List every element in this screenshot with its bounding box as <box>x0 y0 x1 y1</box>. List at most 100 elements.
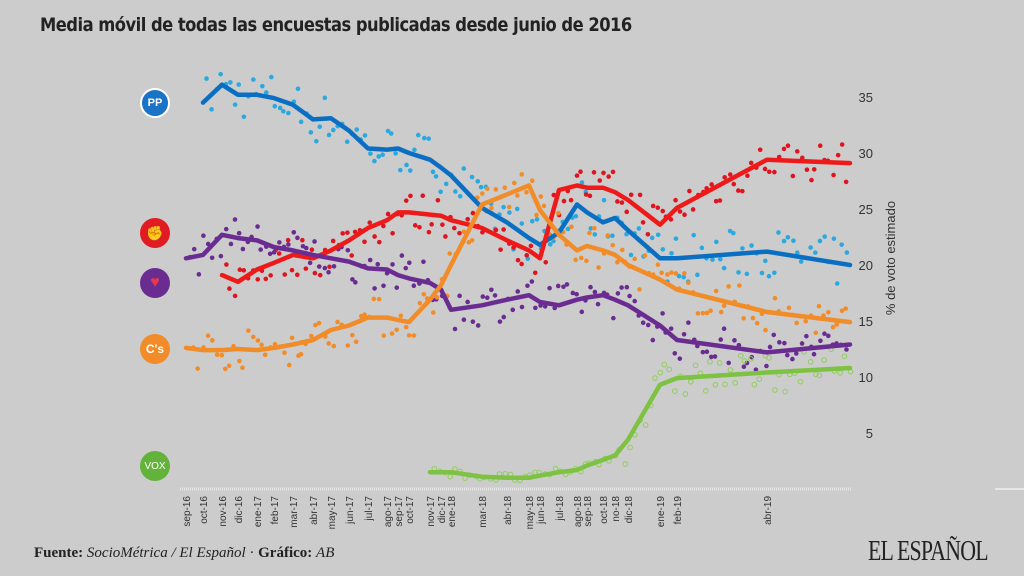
poll-dot <box>525 256 531 262</box>
poll-dot <box>794 149 800 154</box>
poll-dot <box>506 204 512 210</box>
poll-dot <box>700 310 706 316</box>
poll-dot <box>390 230 395 236</box>
poll-dot <box>469 237 475 243</box>
poll-dot <box>345 247 351 253</box>
poll-dot <box>447 251 453 256</box>
x-tick-label: abr-19 <box>763 496 774 525</box>
poll-dot <box>429 222 434 227</box>
poll-dot <box>380 152 385 157</box>
poll-dot <box>772 387 778 393</box>
poll-dot <box>702 388 709 394</box>
poll-dot <box>570 290 576 296</box>
poll-dot <box>555 283 561 289</box>
poll-dot <box>645 322 651 328</box>
poll-dot <box>326 269 331 275</box>
poll-dot <box>717 198 723 203</box>
poll-dot <box>519 261 524 267</box>
poll-dot <box>839 308 845 314</box>
poll-dot <box>771 332 777 338</box>
poll-dot <box>501 227 506 232</box>
poll-dot <box>529 178 535 184</box>
source-text: SocioMétrica / El Español <box>86 545 246 561</box>
x-tick-label: dic-16 <box>234 496 245 524</box>
poll-dot <box>578 255 584 261</box>
poll-dot <box>588 226 594 231</box>
poll-dot <box>717 256 723 262</box>
poll-dot <box>372 158 377 164</box>
poll-dot <box>276 251 282 256</box>
poll-dot <box>317 272 323 278</box>
poll-dot <box>497 319 503 324</box>
poll-dot <box>839 242 844 247</box>
poll-dot <box>655 262 661 268</box>
poll-dot <box>573 213 579 219</box>
poll-dot <box>353 339 359 345</box>
poll-dot <box>489 205 494 211</box>
poll-dot <box>610 169 616 175</box>
poll-dot <box>686 320 691 325</box>
poll-dot <box>681 274 686 280</box>
poll-dot <box>797 378 804 385</box>
poll-dot <box>240 365 245 371</box>
poll-dot <box>772 270 777 276</box>
poll-dot <box>515 193 520 198</box>
poll-dot <box>722 175 727 180</box>
poll-dot <box>451 225 457 231</box>
poll-dot <box>507 210 512 215</box>
poll-dot <box>344 139 350 144</box>
poll-dot <box>714 239 719 245</box>
poll-dot <box>501 314 507 320</box>
poll-dot <box>636 226 642 231</box>
poll-dot <box>426 136 432 141</box>
poll-dot <box>809 177 814 183</box>
poll-dot <box>417 224 422 230</box>
poll-dot <box>327 264 332 270</box>
poll-dot <box>534 217 540 222</box>
poll-dot <box>263 90 269 95</box>
separator: · <box>245 545 259 561</box>
poll-dot <box>519 304 525 310</box>
x-tick-label: dic-17 <box>437 496 448 524</box>
poll-dot <box>407 260 412 266</box>
poll-dot <box>223 226 229 232</box>
poll-dot <box>285 237 291 243</box>
poll-dot <box>316 264 322 269</box>
poll-dot <box>736 270 741 275</box>
poll-dot <box>642 422 649 428</box>
poll-dot <box>721 303 727 308</box>
poll-dot <box>381 283 386 289</box>
poll-dot <box>470 319 476 324</box>
poll-dot <box>686 280 691 286</box>
poll-dot <box>314 138 319 144</box>
poll-dot <box>766 273 772 279</box>
poll-dot <box>440 222 445 227</box>
poll-dot <box>385 128 391 134</box>
poll-dot <box>388 131 394 136</box>
poll-dot <box>826 309 831 315</box>
poll-dot <box>624 209 630 215</box>
poll-dot <box>489 287 494 293</box>
x-tick-label: may-17 <box>327 496 338 530</box>
poll-dot <box>469 174 475 180</box>
poll-dot <box>255 338 261 343</box>
poll-dot <box>389 331 395 336</box>
x-axis: sep-16 oct-16 nov-16 dic-16 ene-17 feb-17 mar-… <box>180 487 1024 530</box>
poll-dot <box>362 133 368 138</box>
poll-dot <box>673 236 679 241</box>
poll-dot <box>713 288 719 294</box>
poll-dot <box>831 172 836 178</box>
poll-dot <box>241 268 247 273</box>
chart-title: Media móvil de todas las encuestas publi… <box>40 14 632 36</box>
pp-logo: PP <box>140 88 170 118</box>
poll-dot <box>271 250 277 255</box>
poll-dot <box>331 343 337 349</box>
poll-dot <box>340 231 345 236</box>
poll-dot <box>219 352 225 358</box>
poll-dot <box>307 260 313 266</box>
y-tick-label: 25 <box>859 202 873 217</box>
poll-dot <box>547 242 553 247</box>
poll-dot <box>682 212 687 217</box>
poll-dot <box>668 326 674 331</box>
poll-dot <box>547 285 552 291</box>
